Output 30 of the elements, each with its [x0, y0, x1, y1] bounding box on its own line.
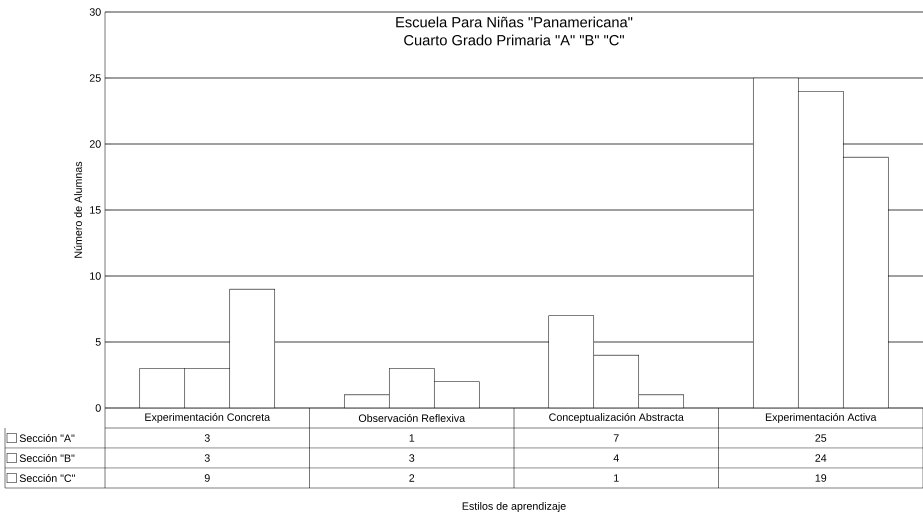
data-label: 2	[409, 474, 414, 482]
x-tick-label: Conceptualización Abstracta	[549, 412, 684, 424]
data-label: 7	[614, 434, 619, 442]
text: Cuarto Grado Primaria "A" "B" "C"	[404, 34, 624, 46]
y-tick-label: 0	[96, 404, 101, 412]
data-label: 1	[410, 434, 414, 442]
y-tick-label: 5	[96, 338, 101, 346]
x-tick-label: Experimentación Activa	[766, 412, 876, 424]
x-tick-label: Observación Reflexiva	[358, 414, 466, 422]
data-label: 3	[204, 454, 210, 462]
legend-label: Sección "A"	[20, 434, 74, 442]
legend-label: Sección "B"	[20, 454, 74, 462]
y-tick-label: 30	[90, 8, 101, 16]
data-label: 4	[614, 454, 619, 462]
data-label: 19	[816, 474, 826, 482]
y-tick-label: 10	[90, 272, 101, 280]
y-tick-label: 15	[90, 206, 101, 214]
y-axis-title: Número de Alumnas	[74, 162, 82, 258]
y-tick-label: 25	[90, 74, 101, 82]
data-label: 25	[815, 434, 826, 442]
chart-title: Escuela Para Niñas "Panamericana"	[396, 16, 632, 28]
data-label: 24	[815, 454, 826, 462]
data-label: 1	[614, 474, 619, 482]
data-label: 3	[204, 434, 210, 442]
legend-label: Sección "C"	[20, 474, 75, 482]
y-tick-label: 20	[90, 140, 101, 148]
x-tick-label: Experimentación Concreta	[145, 412, 270, 424]
text: Estilos de aprendizaje	[462, 502, 566, 512]
data-label: 9	[204, 474, 210, 482]
data-label: 3	[409, 454, 414, 462]
